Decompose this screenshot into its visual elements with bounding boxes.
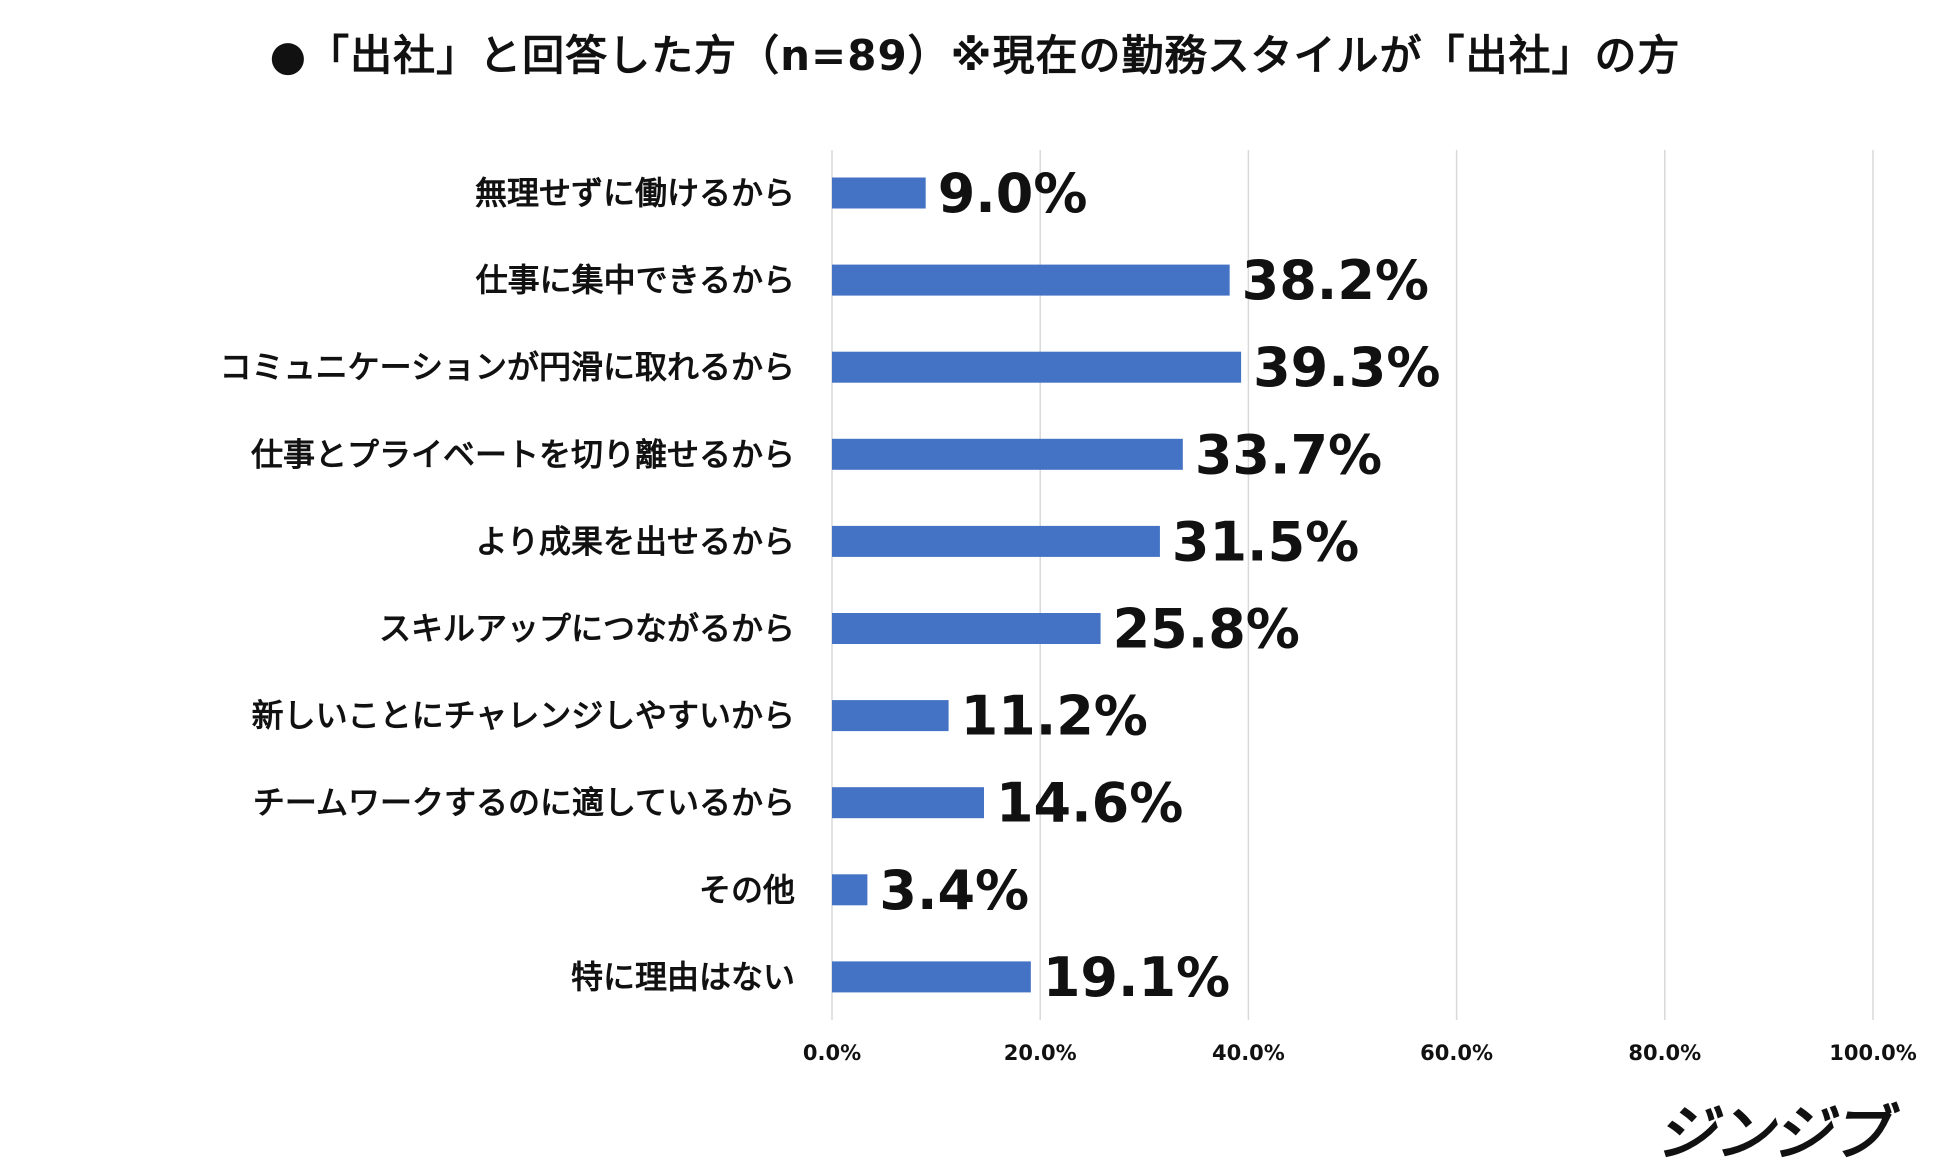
bar — [832, 438, 1183, 470]
category-label: 仕事に集中できるから — [476, 261, 795, 299]
data-label: 19.1% — [1043, 946, 1230, 1009]
bar — [832, 700, 949, 732]
category-label: より成果を出せるから — [476, 522, 795, 560]
jinjibu-logo: ジンジブ — [1656, 1099, 1890, 1169]
data-label: 31.5% — [1172, 510, 1359, 573]
bar — [832, 787, 984, 819]
data-label: 11.2% — [961, 685, 1148, 748]
bar — [832, 613, 1101, 644]
bar — [832, 874, 868, 906]
category-label: スキルアップにつながるから — [379, 610, 795, 648]
x-tick-label: 20.0% — [1004, 1041, 1077, 1065]
category-label: 仕事とプライベートを切り離せるから — [251, 435, 795, 473]
data-label: 39.3% — [1253, 336, 1440, 399]
category-label: チームワークするのに適しているから — [253, 784, 795, 822]
bars — [832, 177, 1242, 993]
x-tick-label: 0.0% — [803, 1041, 861, 1065]
x-axis-tick-labels: 0.0% 20.0% 40.0% 60.0% 80.0% 100.0% — [803, 1041, 1917, 1065]
category-label: 特に理由はない — [571, 958, 795, 996]
x-tick-label: 100.0% — [1829, 1041, 1916, 1065]
category-label: 新しいことにチャレンジしやすいから — [252, 697, 795, 735]
category-labels: 無理せずに働けるから仕事に集中できるからコミュニケーションが円滑に取れるから仕事… — [220, 174, 795, 996]
data-label: 38.2% — [1242, 249, 1429, 312]
data-labels: 9.0% 38.2% 39.3% 33.7% 31.5% 25.8% 11.2% 14.6% 3… — [879, 162, 1440, 1009]
chart-title: ●「出社」と回答した方（n=89）※現在の勤務スタイルが「出社」の方 — [269, 31, 1681, 80]
data-label: 25.8% — [1113, 598, 1300, 661]
x-tick-label: 80.0% — [1628, 1041, 1701, 1065]
x-tick-label: 40.0% — [1212, 1041, 1285, 1065]
category-label: 無理せずに働けるから — [475, 174, 795, 212]
data-label: 3.4% — [879, 859, 1029, 922]
bar — [832, 351, 1242, 383]
bar — [832, 177, 926, 209]
bar — [832, 525, 1160, 557]
data-label: 14.6% — [996, 772, 1183, 835]
data-label: 33.7% — [1195, 423, 1382, 486]
data-label: 9.0% — [938, 162, 1088, 225]
bar — [832, 961, 1031, 993]
x-tick-label: 60.0% — [1420, 1041, 1493, 1065]
bar — [832, 264, 1230, 296]
category-label: その他 — [699, 871, 795, 909]
category-label: コミュニケーションが円滑に取れるから — [220, 348, 795, 386]
